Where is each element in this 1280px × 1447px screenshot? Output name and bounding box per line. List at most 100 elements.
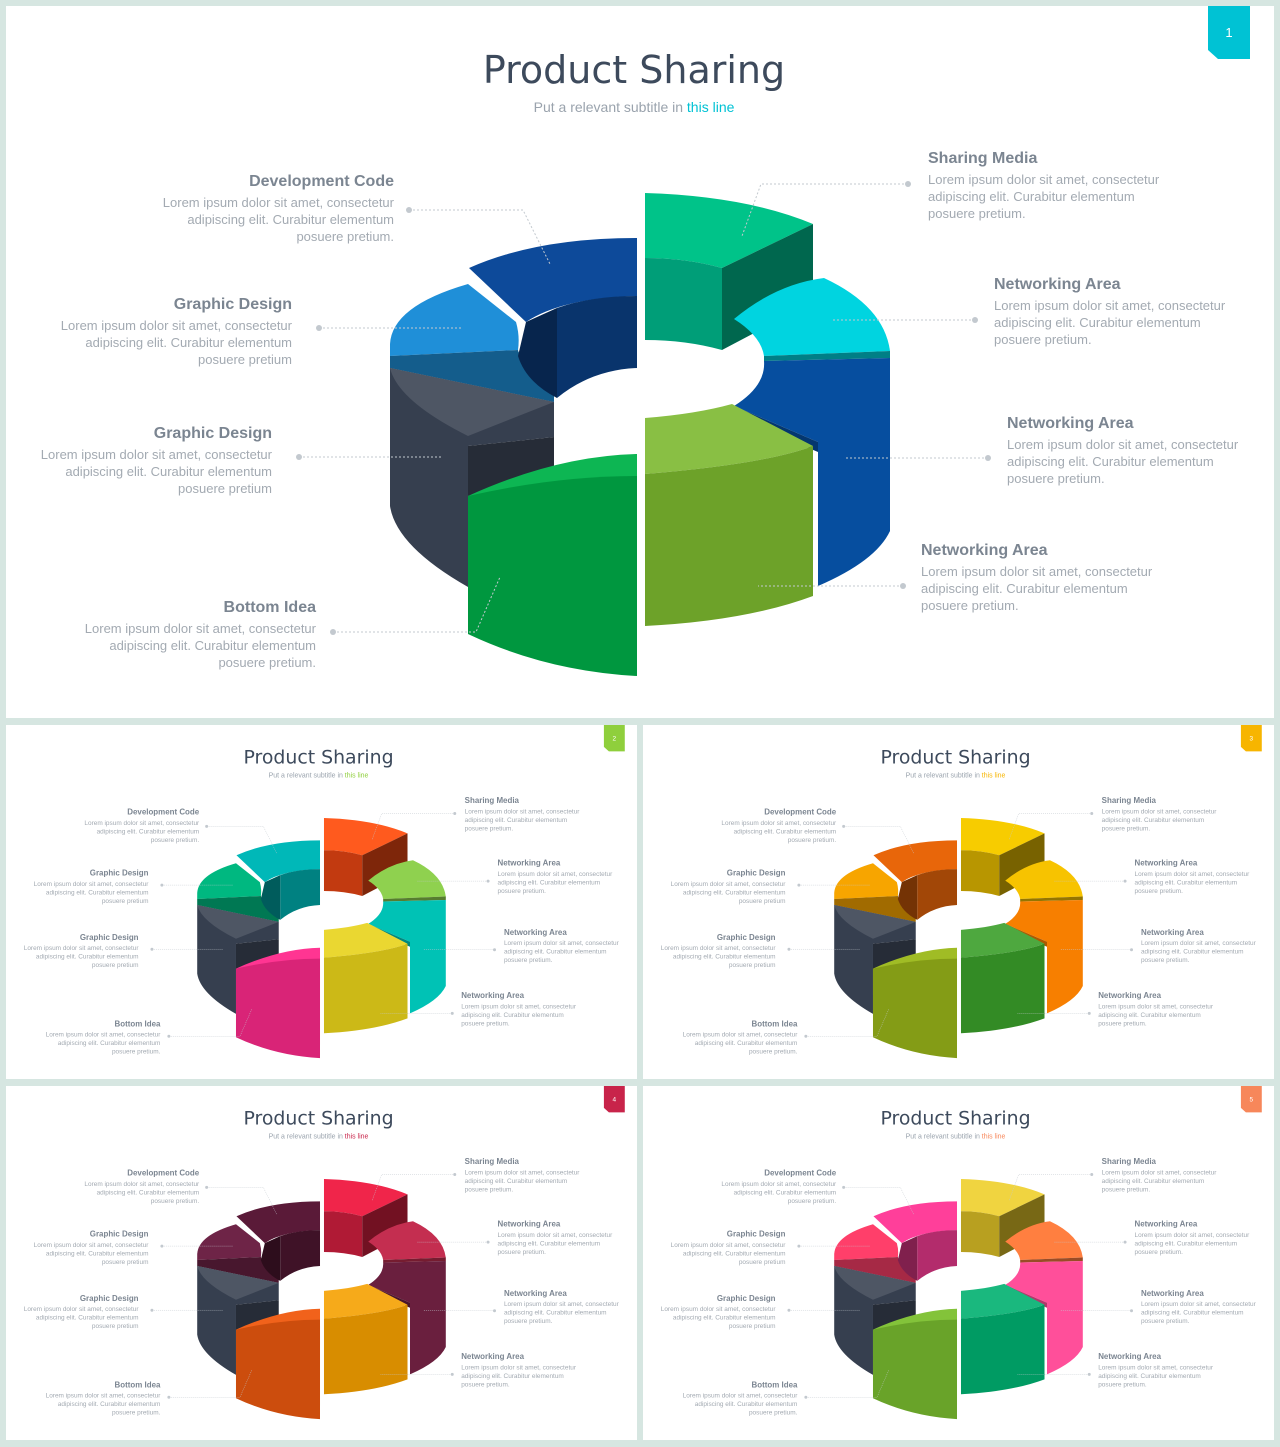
subtitle-highlight: this line bbox=[345, 773, 369, 780]
slide-title: Product Sharing bbox=[880, 746, 1030, 768]
label-body-line: posuere pretium. bbox=[112, 1410, 161, 1417]
label-body-line: adipiscing elit. Curabitur elementum bbox=[695, 1040, 798, 1047]
label-heading: Networking Area bbox=[921, 542, 1048, 559]
subtitle-highlight: this line bbox=[982, 1134, 1006, 1141]
label-heading: Networking Area bbox=[498, 1220, 561, 1229]
label-body-line: Lorem ipsum dolor sit amet, consectetur bbox=[1141, 1301, 1257, 1308]
label-body-line: adipiscing elit. Curabitur elementum bbox=[1141, 949, 1244, 956]
connector-dot bbox=[797, 1244, 801, 1248]
label-gd2: Graphic Design Lorem ipsum dolor sit amet… bbox=[661, 1294, 861, 1330]
label-body-line: posuere pretium. bbox=[1135, 1249, 1184, 1256]
segment-bottom-idea bbox=[235, 958, 321, 1059]
label-heading: Sharing Media bbox=[928, 150, 1037, 167]
label-heading: Networking Area bbox=[504, 928, 567, 937]
label-body-line: adipiscing elit. Curabitur elementum bbox=[683, 890, 786, 897]
label-share: Sharing Media Lorem ipsum dolor sit amet,… bbox=[1008, 796, 1218, 840]
label-body-line: Lorem ipsum dolor sit amet, consectetur bbox=[34, 881, 150, 888]
label-heading: Graphic Design bbox=[727, 1230, 786, 1239]
connector-dot bbox=[486, 1240, 490, 1244]
subtitle-text: Put a relevant subtitle in bbox=[906, 1134, 982, 1141]
label-bottom: Bottom Idea Lorem ipsum dolor sit amet, c… bbox=[683, 1008, 890, 1056]
label-body-line: Lorem ipsum dolor sit amet, consectetur bbox=[1102, 809, 1218, 816]
label-body-line: posuere pretium bbox=[92, 962, 139, 969]
label-body-line: posuere pretium. bbox=[1098, 1020, 1147, 1027]
connector-dot bbox=[150, 1308, 154, 1312]
segment-networking-3 bbox=[960, 943, 1045, 1034]
slide-thumbnail-3[interactable]: Product Sharing Put a relevant subtitle i… bbox=[643, 725, 1274, 1079]
segment-top-left-side bbox=[834, 896, 916, 922]
label-body-line: posuere pretium bbox=[739, 898, 786, 905]
label-body-line: posuere pretium. bbox=[928, 206, 1026, 221]
connector-dot bbox=[905, 181, 911, 187]
slide-title: Product Sharing bbox=[880, 1107, 1030, 1129]
connector-dot bbox=[150, 947, 154, 951]
label-body-line: Lorem ipsum dolor sit amet, consectetur bbox=[61, 318, 293, 333]
label-body-line: posuere pretium. bbox=[1141, 1318, 1190, 1325]
label-body-line: adipiscing elit. Curabitur elementum bbox=[65, 464, 272, 479]
connector-dot bbox=[493, 948, 497, 952]
label-body-line: posuere pretium. bbox=[112, 1049, 161, 1056]
label-body-line: posuere pretium. bbox=[1102, 825, 1151, 832]
segment-sharing-top bbox=[323, 1178, 408, 1217]
connector-dot bbox=[205, 1185, 209, 1189]
label-net1: Networking Area Lorem ipsum dolor sit ame… bbox=[832, 276, 1226, 347]
label-heading: Networking Area bbox=[1135, 859, 1198, 868]
donut-diagram bbox=[390, 193, 890, 676]
label-body-line: Lorem ipsum dolor sit amet, consectetur bbox=[498, 1232, 614, 1239]
donut-diagram bbox=[834, 817, 1083, 1059]
segment-networking-1 bbox=[734, 278, 890, 356]
label-body-line: adipiscing elit. Curabitur elementum bbox=[97, 1189, 200, 1196]
label-heading: Graphic Design bbox=[80, 933, 139, 942]
donut-diagram bbox=[834, 1178, 1083, 1420]
label-body-line: adipiscing elit. Curabitur elementum bbox=[928, 189, 1135, 204]
label-heading: Bottom Idea bbox=[115, 1019, 161, 1028]
slide-thumbnail-2[interactable]: Product Sharing Put a relevant subtitle i… bbox=[6, 725, 637, 1079]
label-gd2: Graphic Design Lorem ipsum dolor sit amet… bbox=[661, 933, 861, 969]
label-body-line: Lorem ipsum dolor sit amet, consectetur bbox=[671, 881, 787, 888]
label-heading: Graphic Design bbox=[90, 869, 149, 878]
subtitle-text: Put a relevant subtitle in bbox=[906, 773, 982, 780]
label-gd1: Graphic Design Lorem ipsum dolor sit amet… bbox=[34, 1230, 234, 1266]
label-body-line: posuere pretium. bbox=[498, 1249, 547, 1256]
connector-dot bbox=[453, 812, 457, 815]
label-body-line: posuere pretium. bbox=[1102, 1186, 1151, 1193]
segment-sharing-top bbox=[960, 817, 1045, 856]
label-body-line: adipiscing elit. Curabitur elementum bbox=[1135, 1241, 1238, 1248]
subtitle-text: Put a relevant subtitle in bbox=[534, 99, 687, 115]
segment-networking-2 bbox=[734, 358, 890, 586]
label-body-line: posuere pretium. bbox=[1135, 888, 1184, 895]
connector-dot bbox=[842, 1185, 846, 1189]
label-body-line: adipiscing elit. Curabitur elementum bbox=[498, 1241, 601, 1248]
label-heading: Graphic Design bbox=[90, 1230, 149, 1239]
slide-thumbnail-5[interactable]: Product Sharing Put a relevant subtitle i… bbox=[643, 1086, 1274, 1440]
label-body-line: Lorem ipsum dolor sit amet, consectetur bbox=[163, 195, 395, 210]
segment-networking-1 bbox=[1005, 860, 1083, 900]
label-heading: Bottom Idea bbox=[115, 1380, 161, 1389]
label-bottom: Bottom Idea Lorem ipsum dolor sit amet, c… bbox=[46, 1008, 253, 1056]
segment-sharing-face bbox=[323, 850, 363, 897]
label-heading: Networking Area bbox=[498, 859, 561, 868]
label-heading: Development Code bbox=[764, 807, 836, 816]
label-body-line: adipiscing elit. Curabitur elementum bbox=[1102, 1178, 1205, 1185]
label-net1: Networking Area Lorem ipsum dolor sit ame… bbox=[416, 859, 613, 895]
segment-top-left bbox=[390, 284, 519, 356]
label-body-line: adipiscing elit. Curabitur elementum bbox=[673, 1315, 776, 1322]
slide-thumbnail-4[interactable]: Product Sharing Put a relevant subtitle i… bbox=[6, 1086, 637, 1440]
label-gd1: Graphic Design Lorem ipsum dolor sit amet… bbox=[61, 296, 463, 367]
label-heading: Networking Area bbox=[1098, 991, 1161, 1000]
label-body-line: adipiscing elit. Curabitur elementum bbox=[187, 212, 394, 227]
label-body-line: adipiscing elit. Curabitur elementum bbox=[1098, 1012, 1201, 1019]
label-body-line: adipiscing elit. Curabitur elementum bbox=[36, 954, 139, 961]
label-heading: Bottom Idea bbox=[752, 1380, 798, 1389]
label-heading: Networking Area bbox=[504, 1289, 567, 1298]
segment-development bbox=[873, 1201, 958, 1244]
label-heading: Sharing Media bbox=[465, 796, 520, 805]
slide-subtitle: Put a relevant subtitle in this line bbox=[534, 99, 735, 115]
label-body-line: posuere pretium. bbox=[1098, 1381, 1147, 1388]
label-body-line: Lorem ipsum dolor sit amet, consectetur bbox=[46, 1393, 162, 1400]
label-body-line: posuere pretium. bbox=[461, 1020, 510, 1027]
label-body-line: posuere pretium. bbox=[461, 1381, 510, 1388]
label-dev: Development Code Lorem ipsum dolor sit am… bbox=[84, 1168, 277, 1215]
subtitle-text: Put a relevant subtitle in bbox=[269, 773, 345, 780]
label-share: Sharing Media Lorem ipsum dolor sit amet,… bbox=[371, 1157, 580, 1201]
